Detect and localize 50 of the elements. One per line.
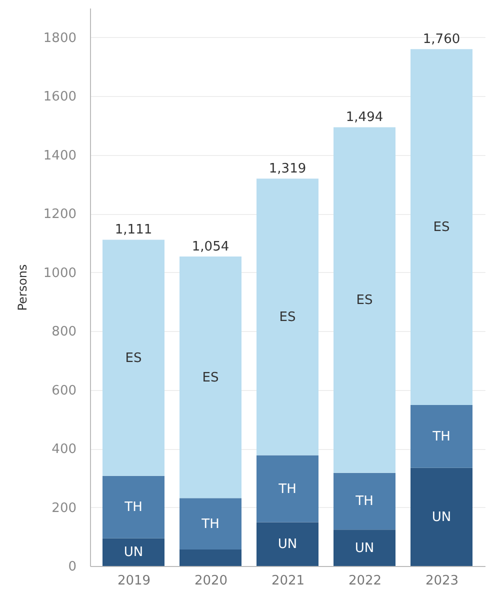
total-label: 1,111 [114, 222, 152, 238]
series-label: ES [125, 350, 142, 366]
bar [410, 468, 472, 566]
bar [410, 49, 472, 406]
text: TH [124, 500, 142, 516]
x-tick-label: 2020 [194, 574, 228, 588]
y-tick-label: 200 [52, 500, 76, 516]
y-tick-label: 1000 [43, 266, 76, 281]
bar [256, 455, 318, 522]
y-tick-label: 1200 [43, 207, 76, 222]
total-label: 1,319 [268, 162, 306, 177]
text: ES [279, 310, 296, 325]
text: ES [433, 220, 450, 236]
text: TH [356, 494, 374, 510]
x-tick-label: 2021 [271, 574, 305, 588]
text: TH [278, 482, 296, 497]
bar [410, 405, 472, 468]
bar [334, 127, 396, 473]
total-label: 1,760 [422, 32, 460, 48]
text: ES [202, 370, 219, 386]
bar [180, 256, 242, 498]
x-tick-label: 2023 [425, 574, 459, 588]
y-axis-title: Persons [15, 264, 30, 311]
y-tick-label: 800 [52, 324, 76, 340]
bar [180, 498, 242, 550]
text: ES [356, 293, 373, 308]
x-tick-label: 2022 [348, 574, 382, 588]
bar [180, 550, 242, 566]
text: UN [432, 510, 452, 525]
text: UN [278, 537, 298, 552]
bar [256, 522, 318, 566]
bar [102, 476, 164, 538]
y-tick-label: 1800 [43, 30, 76, 46]
y-tick-label: 1400 [43, 148, 76, 164]
y-tick-label: 400 [52, 442, 76, 458]
total-label: 1,054 [192, 239, 230, 254]
y-tick-label: 600 [52, 383, 76, 398]
x-tick-label: 2019 [117, 574, 151, 588]
bar [102, 240, 164, 476]
y-tick-label: 1600 [43, 90, 76, 105]
bar [256, 178, 318, 456]
series-label: TH [200, 516, 220, 532]
bar [334, 530, 396, 566]
text: TH [432, 429, 450, 444]
series-label: UN [124, 545, 144, 560]
text: UN [354, 540, 374, 556]
total-label: 1,494 [346, 110, 384, 126]
bar [102, 538, 164, 566]
y-tick-label: 0 [68, 560, 76, 574]
bar [334, 472, 396, 530]
